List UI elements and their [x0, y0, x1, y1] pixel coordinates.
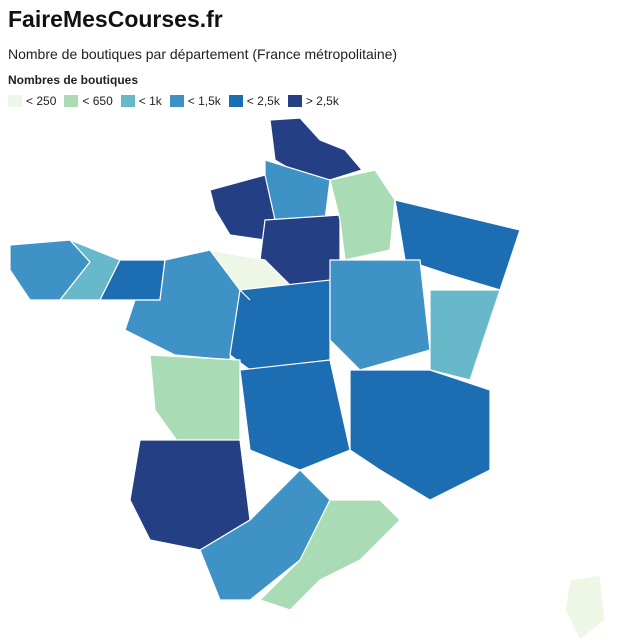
- legend-item: < 250: [8, 94, 56, 108]
- legend-swatch: [228, 95, 243, 107]
- title: FaireMesCourses.fr: [8, 6, 223, 32]
- legend-item: < 1k: [120, 94, 162, 108]
- subtitle: Nombre de boutiques par département (Fra…: [8, 46, 398, 62]
- legend-title: Nombres de boutiques: [8, 73, 139, 87]
- legend-swatch: [8, 95, 22, 107]
- department: [58, 239, 121, 301]
- legend-swatch: [169, 95, 184, 107]
- legend: < 250 < 650 < 1k < 1,5k < 2,5k > 2,5k: [8, 94, 339, 108]
- legend-item: < 650: [64, 94, 113, 108]
- legend-swatch: [287, 95, 302, 107]
- legend-label: < 650: [82, 94, 113, 108]
- department: [269, 117, 364, 181]
- department: [349, 369, 491, 501]
- legend-item: < 2,5k: [228, 94, 280, 108]
- department: [394, 199, 521, 291]
- department: [329, 169, 396, 261]
- legend-item: > 2,5k: [287, 94, 339, 108]
- legend-label: < 1k: [138, 94, 162, 108]
- department: [149, 354, 241, 446]
- department: [229, 279, 331, 371]
- department: [429, 289, 501, 381]
- legend-item: < 1,5k: [169, 94, 221, 108]
- legend-label: > 2,5k: [305, 94, 339, 108]
- department: [239, 359, 351, 471]
- department: [564, 574, 606, 640]
- legend-label: < 2,5k: [246, 94, 280, 108]
- department: [329, 259, 431, 371]
- legend-swatch: [64, 95, 79, 107]
- legend-label: < 1,5k: [187, 94, 221, 108]
- legend-swatch: [120, 95, 135, 107]
- department: [258, 499, 401, 611]
- legend-label: < 250: [26, 94, 57, 108]
